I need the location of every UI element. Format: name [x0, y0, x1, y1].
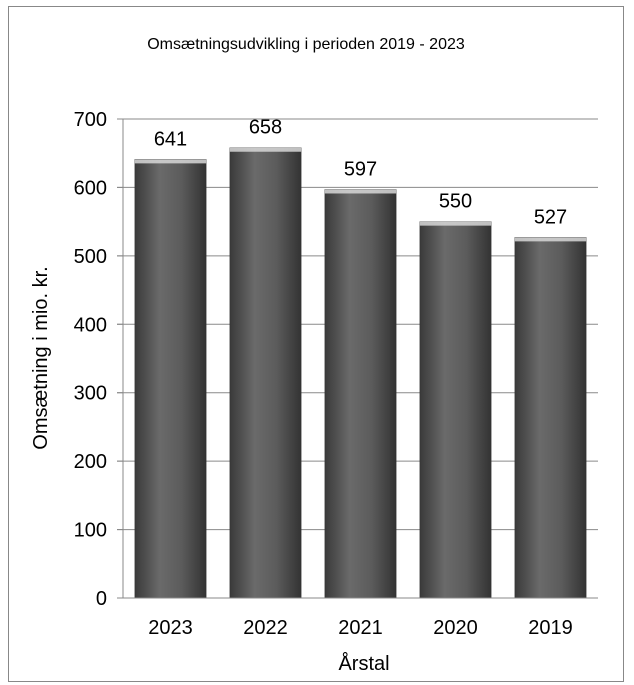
x-axis-title: Årstal — [338, 652, 389, 675]
y-tick-label: 200 — [74, 451, 107, 473]
bar-highlight — [324, 189, 397, 194]
y-tick-label: 0 — [96, 588, 107, 610]
x-tick-label: 2020 — [433, 617, 478, 639]
data-label: 658 — [249, 117, 282, 139]
bar — [514, 237, 587, 599]
data-label: 527 — [534, 206, 567, 228]
y-tick-label: 500 — [74, 246, 107, 268]
bar — [134, 159, 207, 599]
x-tick-label: 2019 — [528, 617, 573, 639]
data-label: 641 — [154, 128, 187, 150]
y-axis-ticks: 0 100 200 300 400 500 600 700 — [74, 109, 123, 610]
chart-title: Omsætningsudvikling i perioden 2019 - 20… — [147, 36, 465, 53]
x-axis-ticks: 2023 2022 2021 2020 2019 — [148, 617, 573, 639]
y-tick-label: 300 — [74, 383, 107, 405]
bar-highlight — [419, 221, 492, 226]
data-label: 550 — [439, 191, 472, 213]
y-axis-title: Omsætning i mio. kr. — [30, 266, 52, 449]
bar-highlight — [514, 237, 587, 242]
bar-highlight — [134, 159, 207, 164]
bar-highlight — [229, 147, 302, 152]
bar — [324, 189, 397, 599]
bar — [419, 221, 492, 599]
x-tick-label: 2023 — [148, 617, 193, 639]
bars: 641 658 597 550 527 — [134, 117, 587, 599]
y-tick-label: 700 — [74, 109, 107, 131]
y-tick-label: 600 — [74, 177, 107, 199]
y-tick-label: 400 — [74, 314, 107, 336]
data-label: 597 — [344, 158, 377, 180]
x-tick-label: 2021 — [338, 617, 383, 639]
y-tick-label: 100 — [74, 520, 107, 542]
x-tick-label: 2022 — [243, 617, 288, 639]
bar — [229, 147, 302, 599]
